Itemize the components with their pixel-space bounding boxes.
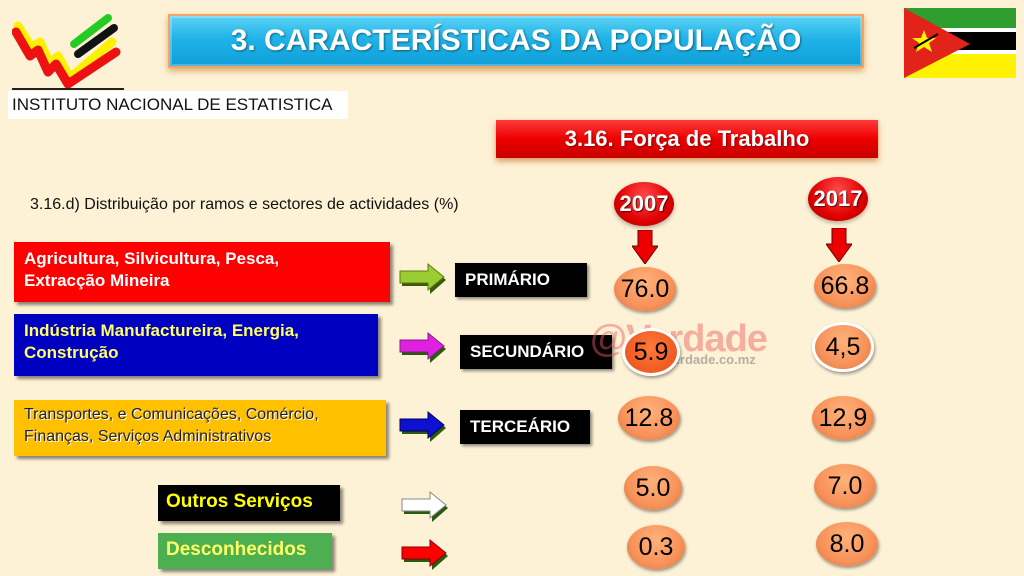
category-label: Construção (24, 343, 119, 362)
value-2007-secondary: 5.9 (622, 328, 680, 376)
category-unknown: Desconhecidos (158, 533, 332, 569)
value-2007-other: 5.0 (624, 466, 682, 510)
sector-tertiary-label: TERCEÁRIO (460, 410, 590, 444)
right-arrow-icon (399, 331, 446, 363)
value-2017-unknown: 8.0 (816, 522, 878, 566)
logo-divider (12, 88, 124, 90)
value-2007-primary: 76.0 (614, 267, 676, 311)
category-industry: Indústria Manufactureira, Energia, Const… (14, 314, 378, 376)
mozambique-flag-icon (904, 8, 1016, 78)
down-arrow-icon (632, 230, 658, 264)
value-2007-tertiary: 12.8 (618, 396, 680, 440)
right-arrow-icon (401, 538, 448, 570)
right-arrow-icon (399, 410, 446, 442)
institute-name: INSTITUTO NACIONAL DE ESTATISTICA (8, 91, 348, 119)
value-2017-secondary: 4,5 (812, 322, 874, 372)
category-label: Transportes, e Comunicações, Comércio, (24, 406, 319, 423)
year-2017-badge: 2017 (808, 177, 868, 221)
year-2007-badge: 2007 (614, 182, 674, 226)
sector-secondary-label: SECUNDÁRIO (460, 335, 612, 369)
category-label: Indústria Manufactureira, Energia, (24, 321, 299, 340)
category-label: Extracção Mineira (24, 271, 170, 290)
down-arrow-icon (826, 228, 852, 262)
category-label: Finanças, Serviços Administrativos (24, 428, 272, 445)
value-2017-tertiary: 12,9 (812, 396, 874, 440)
category-label: Agricultura, Silvicultura, Pesca, (24, 249, 280, 268)
ine-logo-icon (12, 14, 121, 88)
category-services: Transportes, e Comunicações, Comércio, F… (14, 400, 386, 456)
value-2007-unknown: 0.3 (627, 525, 685, 569)
sector-primary-label: PRIMÁRIO (455, 263, 587, 297)
value-2017-primary: 66.8 (814, 264, 876, 308)
section-title: 3.16. Força de Trabalho (496, 120, 878, 158)
category-other-services: Outros Serviços (158, 485, 340, 521)
value-2017-other: 7.0 (814, 464, 876, 508)
right-arrow-icon (399, 262, 446, 294)
page-title: 3. CARACTERÍSTICAS DA POPULAÇÃO (168, 14, 864, 68)
category-agriculture: Agricultura, Silvicultura, Pesca, Extrac… (14, 242, 390, 302)
table-caption: 3.16.d) Distribuição por ramos e sectore… (30, 196, 459, 213)
right-arrow-icon (401, 490, 448, 522)
